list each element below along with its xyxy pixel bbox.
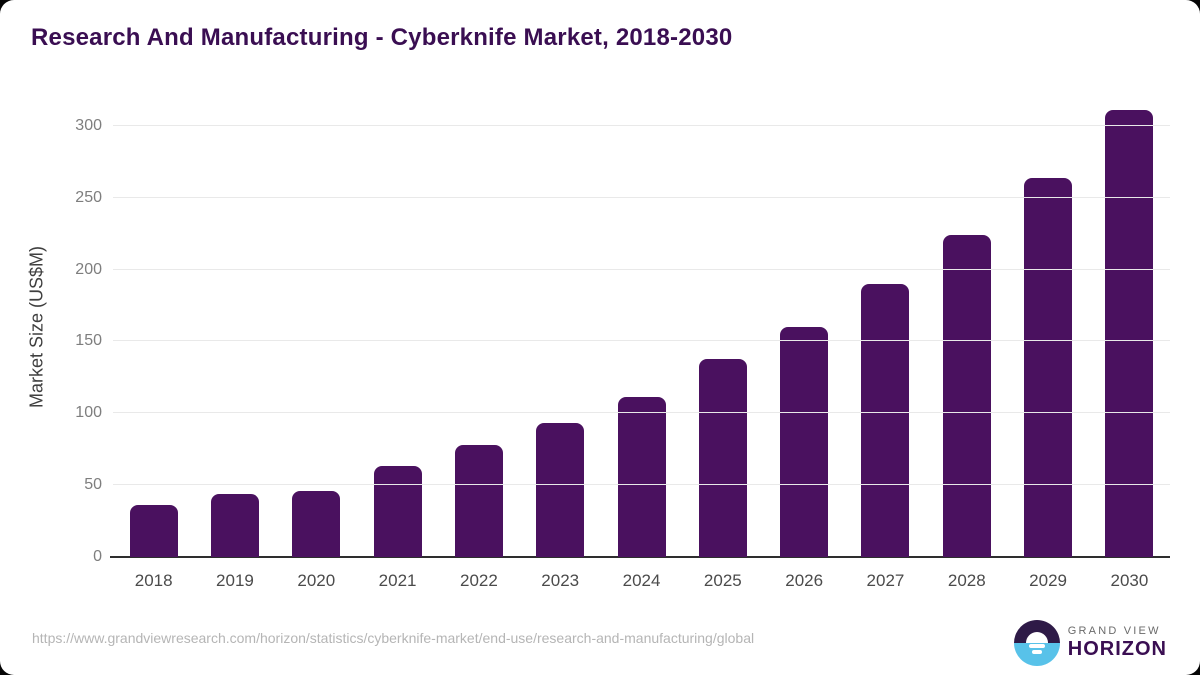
y-axis-title: Market Size (US$M)	[26, 245, 47, 409]
x-tick-label-2022: 2022	[459, 571, 498, 590]
logo-grand-view-text: GRAND VIEW	[1067, 624, 1161, 637]
y-tick-label-150: 150	[75, 332, 102, 350]
bar-2030[interactable]	[1105, 109, 1154, 557]
bars-container: 2018 2019 2020 2021 2022 2023 2024 2025 2026 2027…	[113, 97, 1170, 590]
logo-text: GRAND VIEW HORIZON	[1068, 625, 1167, 661]
y-tick-label-50: 50	[84, 476, 102, 494]
horizon-sunrise-icon	[1013, 619, 1060, 666]
x-tick-label-2026: 2026	[785, 571, 824, 590]
bar-slot-2019: 2019	[194, 97, 275, 590]
bar-slot-2028: 2028	[926, 97, 1007, 590]
bar-2019[interactable]	[210, 493, 259, 557]
bar-slot-2023: 2023	[520, 97, 601, 590]
x-tick-label-2020: 2020	[297, 571, 336, 590]
reflection-dash	[1028, 644, 1045, 648]
y-tick-label-250: 250	[75, 188, 102, 206]
bar-slot-2018: 2018	[113, 97, 194, 590]
y-tick-label-300: 300	[75, 116, 102, 134]
plot-area: 2018 2019 2020 2021 2022 2023 2024 2025 2026 2027…	[75, 97, 1170, 590]
bar-slot-2021: 2021	[357, 97, 438, 590]
x-tick-label-2029: 2029	[1029, 571, 1067, 590]
bar-2018[interactable]	[129, 505, 178, 557]
grandview-horizon-logo: GRAND VIEW HORIZON	[1013, 619, 1167, 666]
bar-slot-2024: 2024	[601, 97, 682, 590]
x-axis-line	[110, 556, 1170, 558]
x-tick-label-2018: 2018	[134, 571, 173, 590]
y-tick-label-200: 200	[75, 260, 102, 278]
bar-2027[interactable]	[861, 283, 910, 557]
gridline-200	[113, 268, 1170, 270]
bar-slot-2020: 2020	[276, 97, 357, 590]
x-tick-label-2024: 2024	[622, 571, 661, 590]
x-tick-label-2021: 2021	[378, 571, 417, 590]
bar-slot-2029: 2029	[1007, 97, 1088, 590]
bar-slot-2025: 2025	[682, 97, 763, 590]
gridline-300	[113, 124, 1170, 126]
reflection-dash	[1031, 650, 1042, 654]
bar-2029[interactable]	[1024, 177, 1073, 557]
bar-2024[interactable]	[617, 397, 666, 557]
bar-slot-2030: 2030	[1089, 97, 1170, 590]
x-tick-label-2028: 2028	[947, 571, 986, 590]
y-tick-label-0: 0	[93, 548, 102, 565]
bar-2023[interactable]	[536, 423, 585, 557]
sun-dome-shape	[1025, 631, 1048, 643]
bar-2028[interactable]	[942, 235, 991, 557]
chart-title: Research And Manufacturing - Cyberknife …	[31, 24, 733, 51]
x-tick-label-2025: 2025	[703, 571, 742, 590]
bar-slot-2022: 2022	[438, 97, 519, 590]
bar-2020[interactable]	[292, 490, 341, 557]
y-tick-label-100: 100	[75, 404, 102, 422]
logo-horizon-text: HORIZON	[1067, 638, 1167, 661]
source-url: https://www.grandviewresearch.com/horizo…	[32, 630, 755, 646]
x-tick-label-2019: 2019	[216, 571, 254, 590]
gridline-250	[113, 196, 1170, 198]
bar-2025[interactable]	[698, 358, 747, 557]
x-tick-label-2023: 2023	[541, 571, 580, 590]
bar-slot-2027: 2027	[845, 97, 926, 590]
gridline-50	[113, 484, 1170, 486]
bar-2026[interactable]	[780, 327, 829, 557]
bar-slot-2026: 2026	[764, 97, 845, 590]
x-tick-label-2030: 2030	[1110, 571, 1149, 590]
x-tick-label-2027: 2027	[866, 571, 905, 590]
bar-2021[interactable]	[373, 466, 422, 557]
bar-2022[interactable]	[454, 444, 503, 557]
gridline-100	[113, 412, 1170, 414]
gridline-150	[113, 340, 1170, 342]
